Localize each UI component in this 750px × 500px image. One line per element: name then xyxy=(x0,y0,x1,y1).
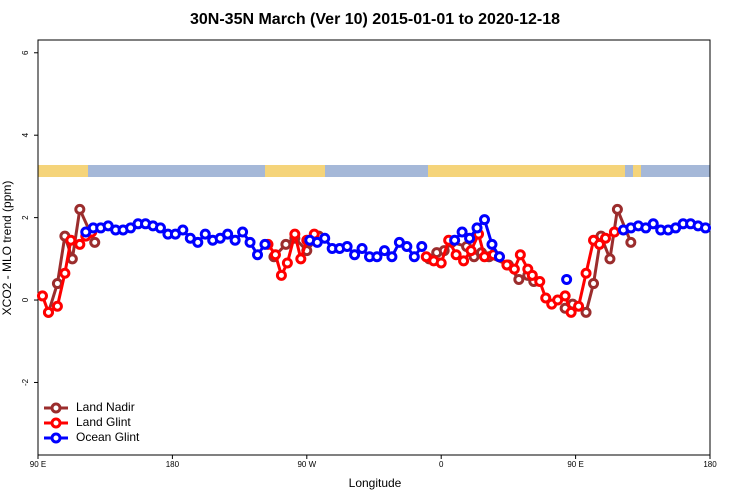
data-point xyxy=(599,232,611,244)
data-point xyxy=(526,269,538,281)
data-point xyxy=(295,253,307,265)
data-point xyxy=(51,278,63,290)
data-point xyxy=(289,228,301,240)
data-point xyxy=(611,203,623,215)
data-point xyxy=(416,240,428,252)
data-point xyxy=(401,240,413,252)
data-point xyxy=(229,234,241,246)
data-point xyxy=(514,249,526,261)
data-point xyxy=(378,245,390,257)
data-point xyxy=(479,251,491,263)
y-tick-label: 6 xyxy=(21,50,30,55)
data-point xyxy=(604,253,616,265)
data-point xyxy=(59,267,71,279)
legend-label: Land Glint xyxy=(76,415,131,429)
x-tick-label: 0 xyxy=(439,460,444,469)
data-point xyxy=(154,222,166,234)
data-point xyxy=(280,238,292,250)
legend-label: Land Nadir xyxy=(76,400,135,414)
legend-marker xyxy=(50,402,62,414)
data-point xyxy=(259,238,271,250)
data-point xyxy=(608,226,620,238)
data-point xyxy=(408,251,420,263)
x-tick-label: 180 xyxy=(166,460,180,469)
data-point xyxy=(559,290,571,302)
data-point xyxy=(456,226,468,238)
data-point xyxy=(66,253,78,265)
data-point xyxy=(534,275,546,287)
data-point xyxy=(449,234,461,246)
data-point xyxy=(471,222,483,234)
data-point xyxy=(565,306,577,318)
y-tick-label: 0 xyxy=(21,297,30,302)
data-point xyxy=(540,292,552,304)
data-point xyxy=(237,226,249,238)
data-point xyxy=(580,267,592,279)
plot-frame xyxy=(37,39,711,456)
data-point xyxy=(192,236,204,248)
legend-marker xyxy=(50,417,62,429)
y-tick-label: 2 xyxy=(21,215,30,220)
data-point xyxy=(450,249,462,261)
x-tick-label: 90 E xyxy=(567,460,583,469)
data-point xyxy=(386,251,398,263)
data-point xyxy=(625,236,637,248)
data-point xyxy=(700,222,712,234)
land-ocean-strip xyxy=(38,165,710,177)
data-point xyxy=(74,203,86,215)
data-point xyxy=(65,234,77,246)
data-point xyxy=(42,306,54,318)
legend-label: Ocean Glint xyxy=(76,430,140,444)
data-point xyxy=(89,236,101,248)
data-point xyxy=(465,245,477,257)
data-point xyxy=(252,249,264,261)
y-tick-label: -2 xyxy=(21,378,30,386)
data-point xyxy=(647,218,659,230)
data-point xyxy=(222,228,234,240)
data-point xyxy=(199,228,211,240)
data-point xyxy=(356,243,368,255)
data-point xyxy=(486,238,498,250)
data-point xyxy=(177,224,189,236)
x-tick-label: 180 xyxy=(703,460,717,469)
data-point xyxy=(269,249,281,261)
legend-marker xyxy=(50,432,62,444)
data-point xyxy=(371,251,383,263)
data-point xyxy=(464,232,476,244)
data-point xyxy=(458,255,470,267)
x-tick-label: 90 W xyxy=(297,460,316,469)
data-point xyxy=(513,273,525,285)
data-point xyxy=(36,290,48,302)
data-point xyxy=(493,251,505,263)
data-point xyxy=(479,214,491,226)
data-point xyxy=(74,238,86,250)
data-point xyxy=(349,249,361,261)
y-axis-label: XCO2 - MLO trend (ppm) xyxy=(0,181,14,316)
data-point xyxy=(508,263,520,275)
data-point xyxy=(51,300,63,312)
data-point xyxy=(580,306,592,318)
data-point xyxy=(593,238,605,250)
data-point xyxy=(588,278,600,290)
chart-title: 30N-35N March (Ver 10) 2015-01-01 to 202… xyxy=(190,11,560,28)
data-point xyxy=(275,269,287,281)
data-point xyxy=(573,300,585,312)
data-point xyxy=(244,236,256,248)
data-point xyxy=(435,257,447,269)
x-tick-label: 90 E xyxy=(30,460,46,469)
data-point xyxy=(561,273,573,285)
data-point xyxy=(341,240,353,252)
y-tick-label: 4 xyxy=(21,132,30,137)
x-axis-label: Longitude xyxy=(349,476,402,490)
data-point xyxy=(319,232,331,244)
data-point xyxy=(281,257,293,269)
